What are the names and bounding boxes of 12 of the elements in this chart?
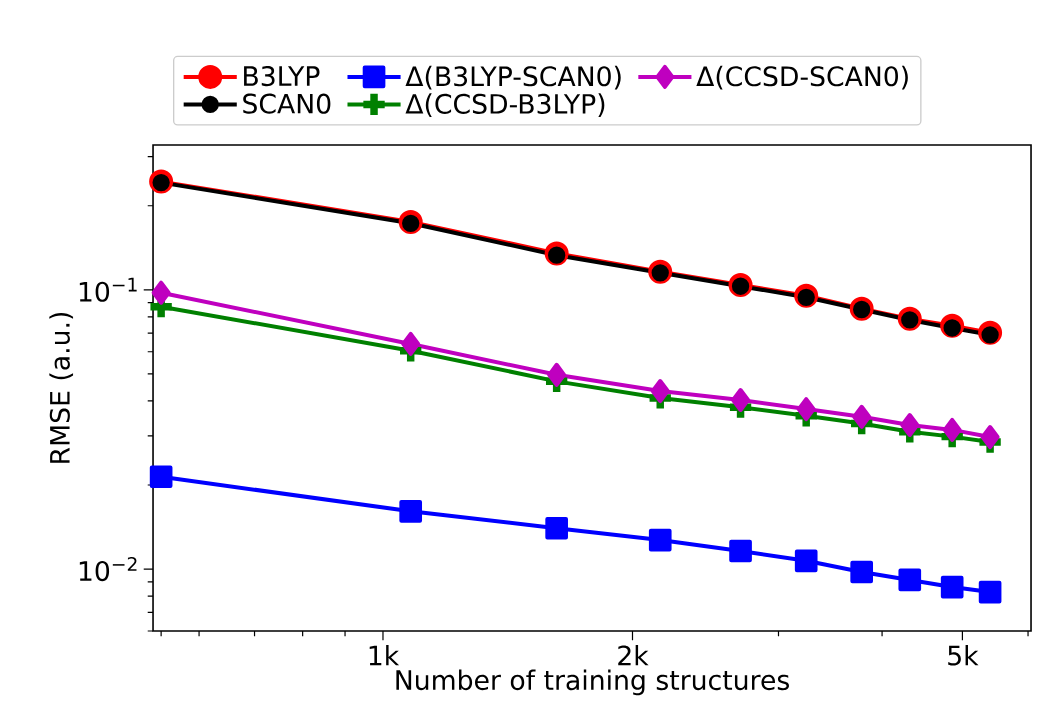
y-tick-label: 10$^{−1}$ [79, 277, 137, 302]
legend-label: Δ(B3LYP-SCAN0) [405, 65, 621, 90]
legend-label: Δ(CCSD-SCAN0) [696, 65, 908, 90]
legend-label: B3LYP [244, 66, 320, 87]
y-tick-label: 10$^{−2}$ [79, 556, 137, 582]
x-tick-label: 2k [618, 644, 649, 666]
legend-label: Δ(CCSD-B3LYP) [405, 93, 605, 118]
x-tick-label: 1k [369, 644, 400, 666]
x-axis-title: Number of training structures [396, 669, 789, 696]
legend-label: SCAN0 [243, 93, 331, 114]
y-axis-title: RMSE (a.u.) [49, 312, 74, 463]
x-tick-label: 5k [948, 644, 979, 666]
